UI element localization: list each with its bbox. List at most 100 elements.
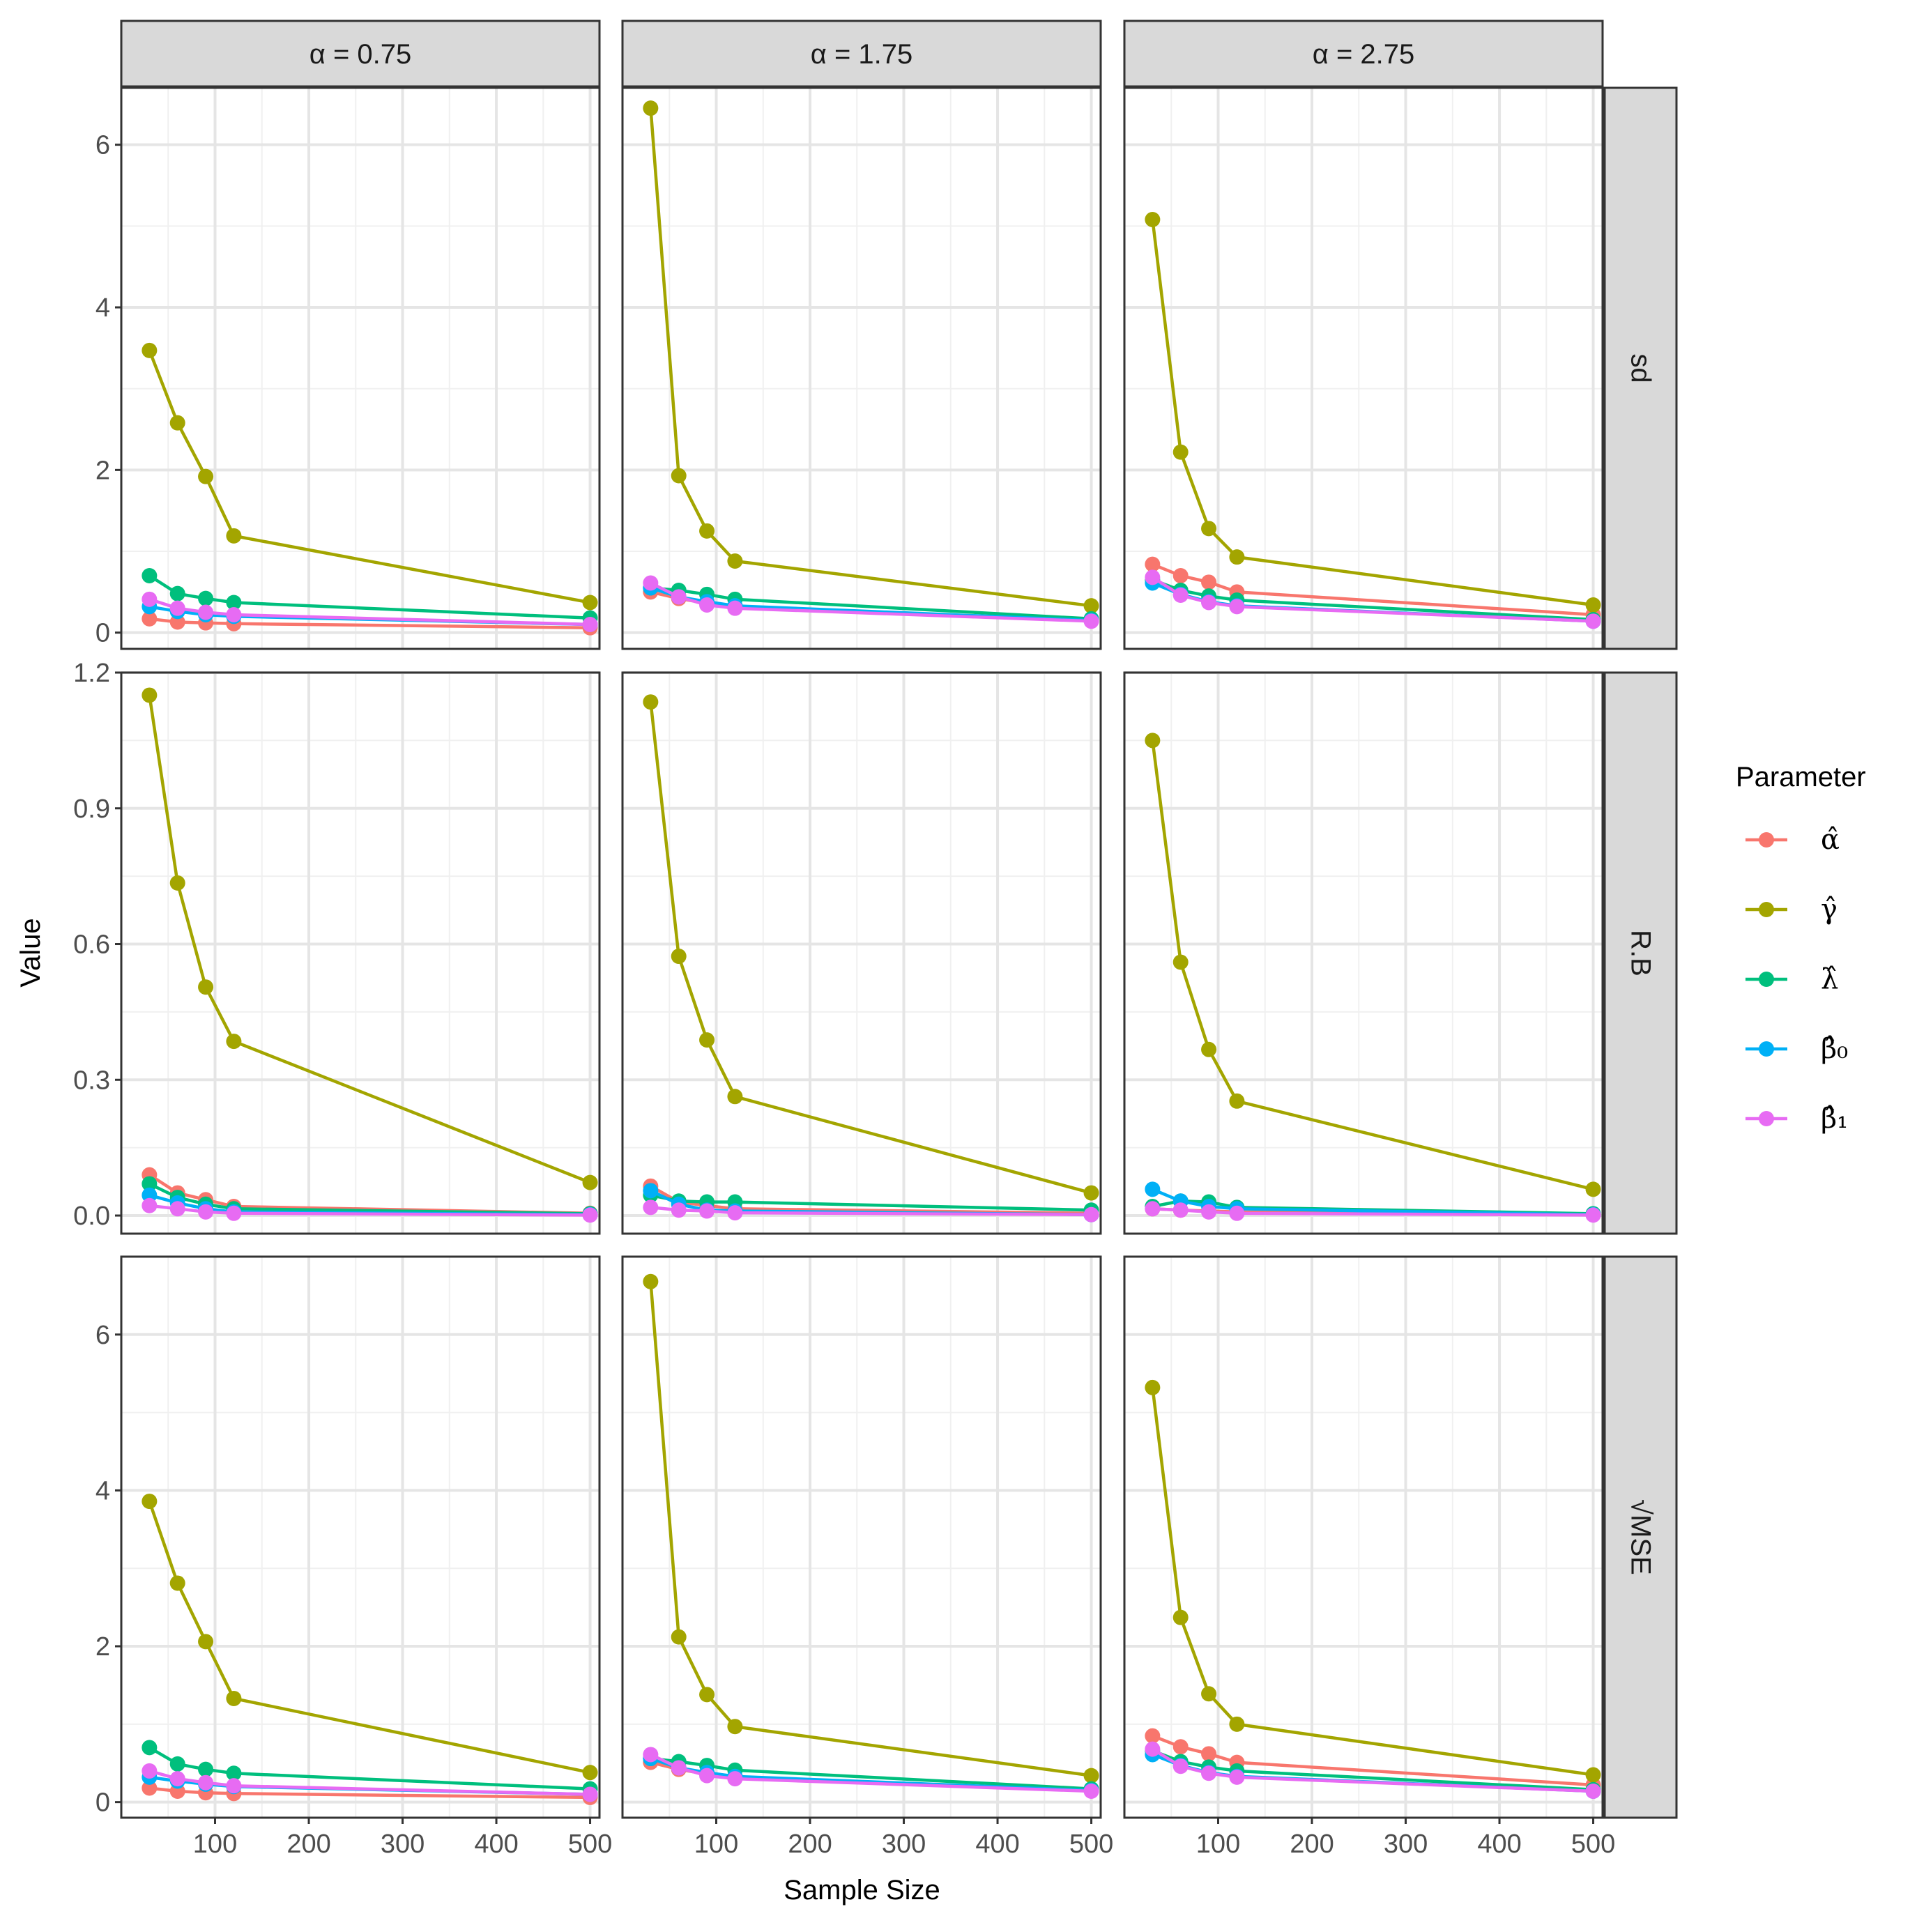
panel-background	[622, 673, 1101, 1234]
y-tick-label: 0.3	[73, 1066, 110, 1095]
legend-key-point	[1759, 832, 1774, 848]
y-tick-label: 2	[96, 456, 110, 485]
legend-label: β̂₁	[1821, 1103, 1848, 1135]
panel-series-1-0	[142, 687, 598, 1223]
data-point	[727, 1205, 743, 1221]
data-point	[1145, 1181, 1161, 1197]
data-point	[226, 1034, 242, 1050]
x-tick-label: 300	[882, 1830, 926, 1859]
data-point	[1585, 613, 1601, 629]
data-point	[1172, 1202, 1189, 1218]
data-point	[1229, 599, 1245, 615]
data-point	[643, 575, 659, 591]
data-point	[582, 1174, 598, 1190]
column-strip	[621, 20, 1102, 88]
y-tick-label: 4	[96, 293, 110, 323]
panel-2-2	[1124, 1257, 1603, 1818]
data-point	[643, 1273, 659, 1289]
panel-background	[622, 1257, 1101, 1818]
x-tick-label: 200	[1290, 1830, 1334, 1859]
data-point	[1172, 954, 1189, 970]
legend-item: β̂₁	[1745, 1103, 1848, 1135]
column-strip-label: α = 0.75	[310, 39, 412, 70]
data-point	[1145, 1728, 1161, 1744]
data-point	[1229, 1769, 1245, 1785]
data-point	[198, 1634, 214, 1650]
data-point	[1585, 1181, 1601, 1197]
panel-2-0	[121, 1257, 599, 1818]
panel-border	[1123, 1255, 1604, 1819]
data-point	[643, 100, 659, 116]
data-point	[1201, 1041, 1217, 1057]
data-point	[198, 979, 214, 995]
legend-key-point	[1759, 972, 1774, 987]
data-point	[1585, 1767, 1601, 1783]
data-point	[671, 1202, 687, 1218]
data-point	[198, 604, 214, 620]
x-tick-label: 100	[193, 1830, 237, 1859]
data-point	[142, 568, 158, 583]
data-point	[1145, 569, 1161, 585]
y-axis-title: Value	[15, 918, 46, 987]
data-point	[699, 1203, 715, 1219]
data-point	[1145, 556, 1161, 572]
panel-border	[621, 1255, 1102, 1819]
data-point	[643, 694, 659, 710]
data-point	[226, 1778, 242, 1794]
data-point	[671, 1760, 687, 1776]
data-point	[1083, 613, 1099, 629]
column-strip	[120, 20, 601, 88]
data-point	[1172, 1739, 1189, 1755]
data-point	[169, 614, 185, 630]
data-point	[699, 1687, 715, 1703]
data-point	[1229, 1716, 1245, 1732]
data-point	[198, 1761, 214, 1777]
data-point	[226, 1765, 242, 1781]
data-point	[142, 1197, 158, 1213]
data-point	[1201, 1765, 1217, 1781]
panel-0-2	[1124, 88, 1603, 649]
data-point	[727, 1089, 743, 1105]
data-point	[582, 617, 598, 632]
row-strip-label: sd	[1626, 353, 1656, 383]
panel-background	[622, 88, 1101, 649]
y-tick-label: 0.6	[73, 930, 110, 960]
data-point	[1145, 212, 1161, 227]
data-point	[1172, 568, 1189, 583]
data-point	[643, 1199, 659, 1216]
panel-1-0	[121, 671, 599, 1234]
data-point	[699, 597, 715, 613]
panel-border	[120, 671, 601, 1235]
data-point	[699, 523, 715, 539]
data-point	[142, 1763, 158, 1779]
data-point	[1585, 597, 1601, 613]
y-tick-label: 0	[96, 619, 110, 648]
column-strip	[1123, 20, 1604, 88]
data-point	[1201, 521, 1217, 537]
data-point	[1083, 1206, 1099, 1222]
x-tick-label: 100	[694, 1830, 738, 1859]
panel-series-0-2	[1145, 212, 1601, 629]
data-point	[1229, 549, 1245, 565]
panel-border	[1123, 86, 1604, 650]
data-point	[727, 1771, 743, 1787]
data-point	[671, 468, 687, 484]
legend-label: α̂	[1821, 824, 1840, 856]
data-point	[671, 1629, 687, 1645]
data-point	[1201, 1204, 1217, 1220]
data-point	[142, 687, 158, 703]
x-tick-label: 300	[1384, 1830, 1428, 1859]
x-tick-label: 500	[1571, 1830, 1615, 1859]
data-point	[198, 1774, 214, 1791]
panel-border	[621, 671, 1102, 1235]
legend-title: Parameter	[1736, 762, 1866, 792]
data-point	[169, 1201, 185, 1217]
data-point	[198, 468, 214, 484]
x-tick-label: 200	[788, 1830, 832, 1859]
data-point	[226, 528, 242, 544]
panel-series-0-0	[142, 342, 598, 636]
y-tick-label: 6	[96, 131, 110, 160]
panel-background	[121, 88, 599, 649]
y-tick-label: 0.0	[73, 1202, 110, 1231]
